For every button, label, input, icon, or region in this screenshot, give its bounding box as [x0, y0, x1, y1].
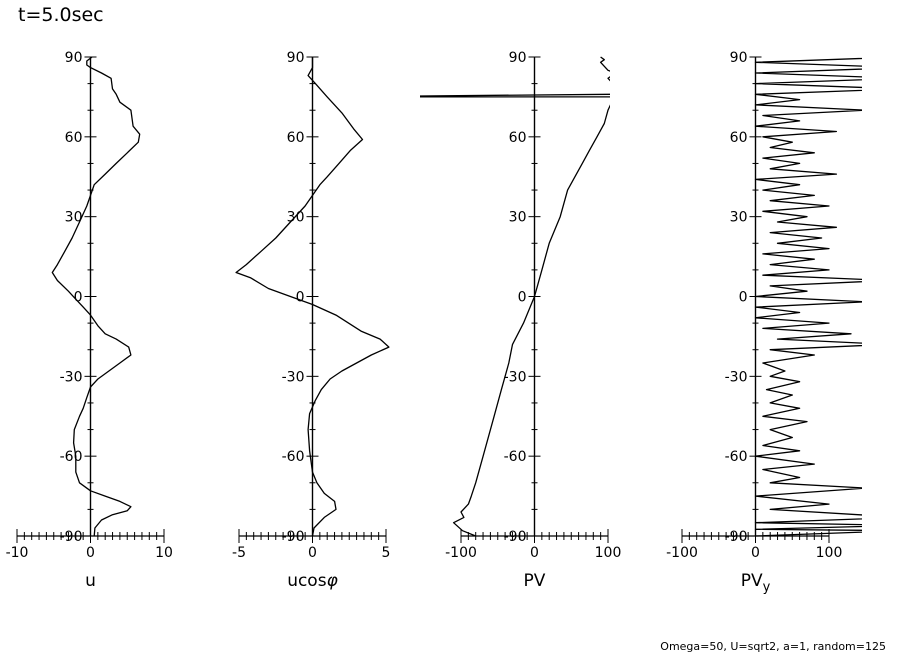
panel-0: -90 -60 -30 0 30 60 90 -10 0 10 u [6, 50, 173, 591]
series-line [51, 56, 141, 537]
y-tick-label: 60 [65, 130, 83, 146]
y-tick-label: 90 [287, 50, 305, 66]
y-tick-label: -90 [504, 529, 527, 545]
y-tick-label: 30 [509, 210, 527, 226]
y-tick-label: -30 [504, 369, 527, 385]
y-tick-label: 90 [730, 50, 748, 66]
y-tick-label: 0 [518, 290, 527, 306]
x-tick-label: 0 [751, 545, 760, 561]
y-tick-label: 60 [287, 130, 305, 146]
x-tick-label: 0 [86, 545, 95, 561]
series-line [754, 57, 862, 537]
y-tick-label: 60 [730, 130, 748, 146]
x-axis-title: PV [524, 571, 546, 591]
x-tick-label: -10 [6, 545, 29, 561]
y-tick-label: 30 [730, 210, 748, 226]
x-tick-label: -100 [445, 545, 477, 561]
panel-3: -90 -60 -30 0 30 60 90 -100 0 100 PVy [666, 50, 862, 595]
y-tick-label: -60 [282, 449, 305, 465]
y-tick-label: 0 [74, 290, 83, 306]
y-tick-label: -60 [725, 449, 748, 465]
y-tick-label: 0 [739, 290, 748, 306]
y-tick-label: 60 [509, 130, 527, 146]
x-tick-label: 100 [595, 545, 622, 561]
panel-2: -90 -60 -30 0 30 60 90 -100 0 100 PV [420, 50, 622, 591]
y-tick-label: -30 [282, 369, 305, 385]
x-tick-label: 10 [155, 545, 173, 561]
y-tick-label: -90 [60, 529, 83, 545]
x-tick-label: 100 [816, 545, 843, 561]
x-tick-label: -100 [666, 545, 698, 561]
x-axis-title: u [85, 571, 96, 591]
y-tick-label: -90 [282, 529, 305, 545]
chart-footnote: Omega=50, U=sqrt2, a=1, random=125 [660, 640, 886, 653]
y-tick-label: -60 [504, 449, 527, 465]
x-tick-label: 5 [382, 545, 391, 561]
series-line [420, 56, 610, 537]
chart-title: t=5.0sec [18, 4, 104, 26]
y-tick-label: -60 [60, 449, 83, 465]
y-tick-label: 0 [296, 290, 305, 306]
x-axis-title: PVy [741, 571, 771, 595]
x-tick-label: 0 [308, 545, 317, 561]
x-tick-label: 0 [530, 545, 539, 561]
y-tick-label: -90 [725, 529, 748, 545]
x-axis-title: ucosφ [287, 571, 338, 591]
y-tick-label: 90 [65, 50, 83, 66]
y-tick-label: -30 [725, 369, 748, 385]
x-tick-label: -5 [232, 545, 246, 561]
y-tick-label: 90 [509, 50, 527, 66]
series-line [235, 57, 390, 537]
y-tick-label: 30 [65, 210, 83, 226]
y-tick-label: -30 [60, 369, 83, 385]
